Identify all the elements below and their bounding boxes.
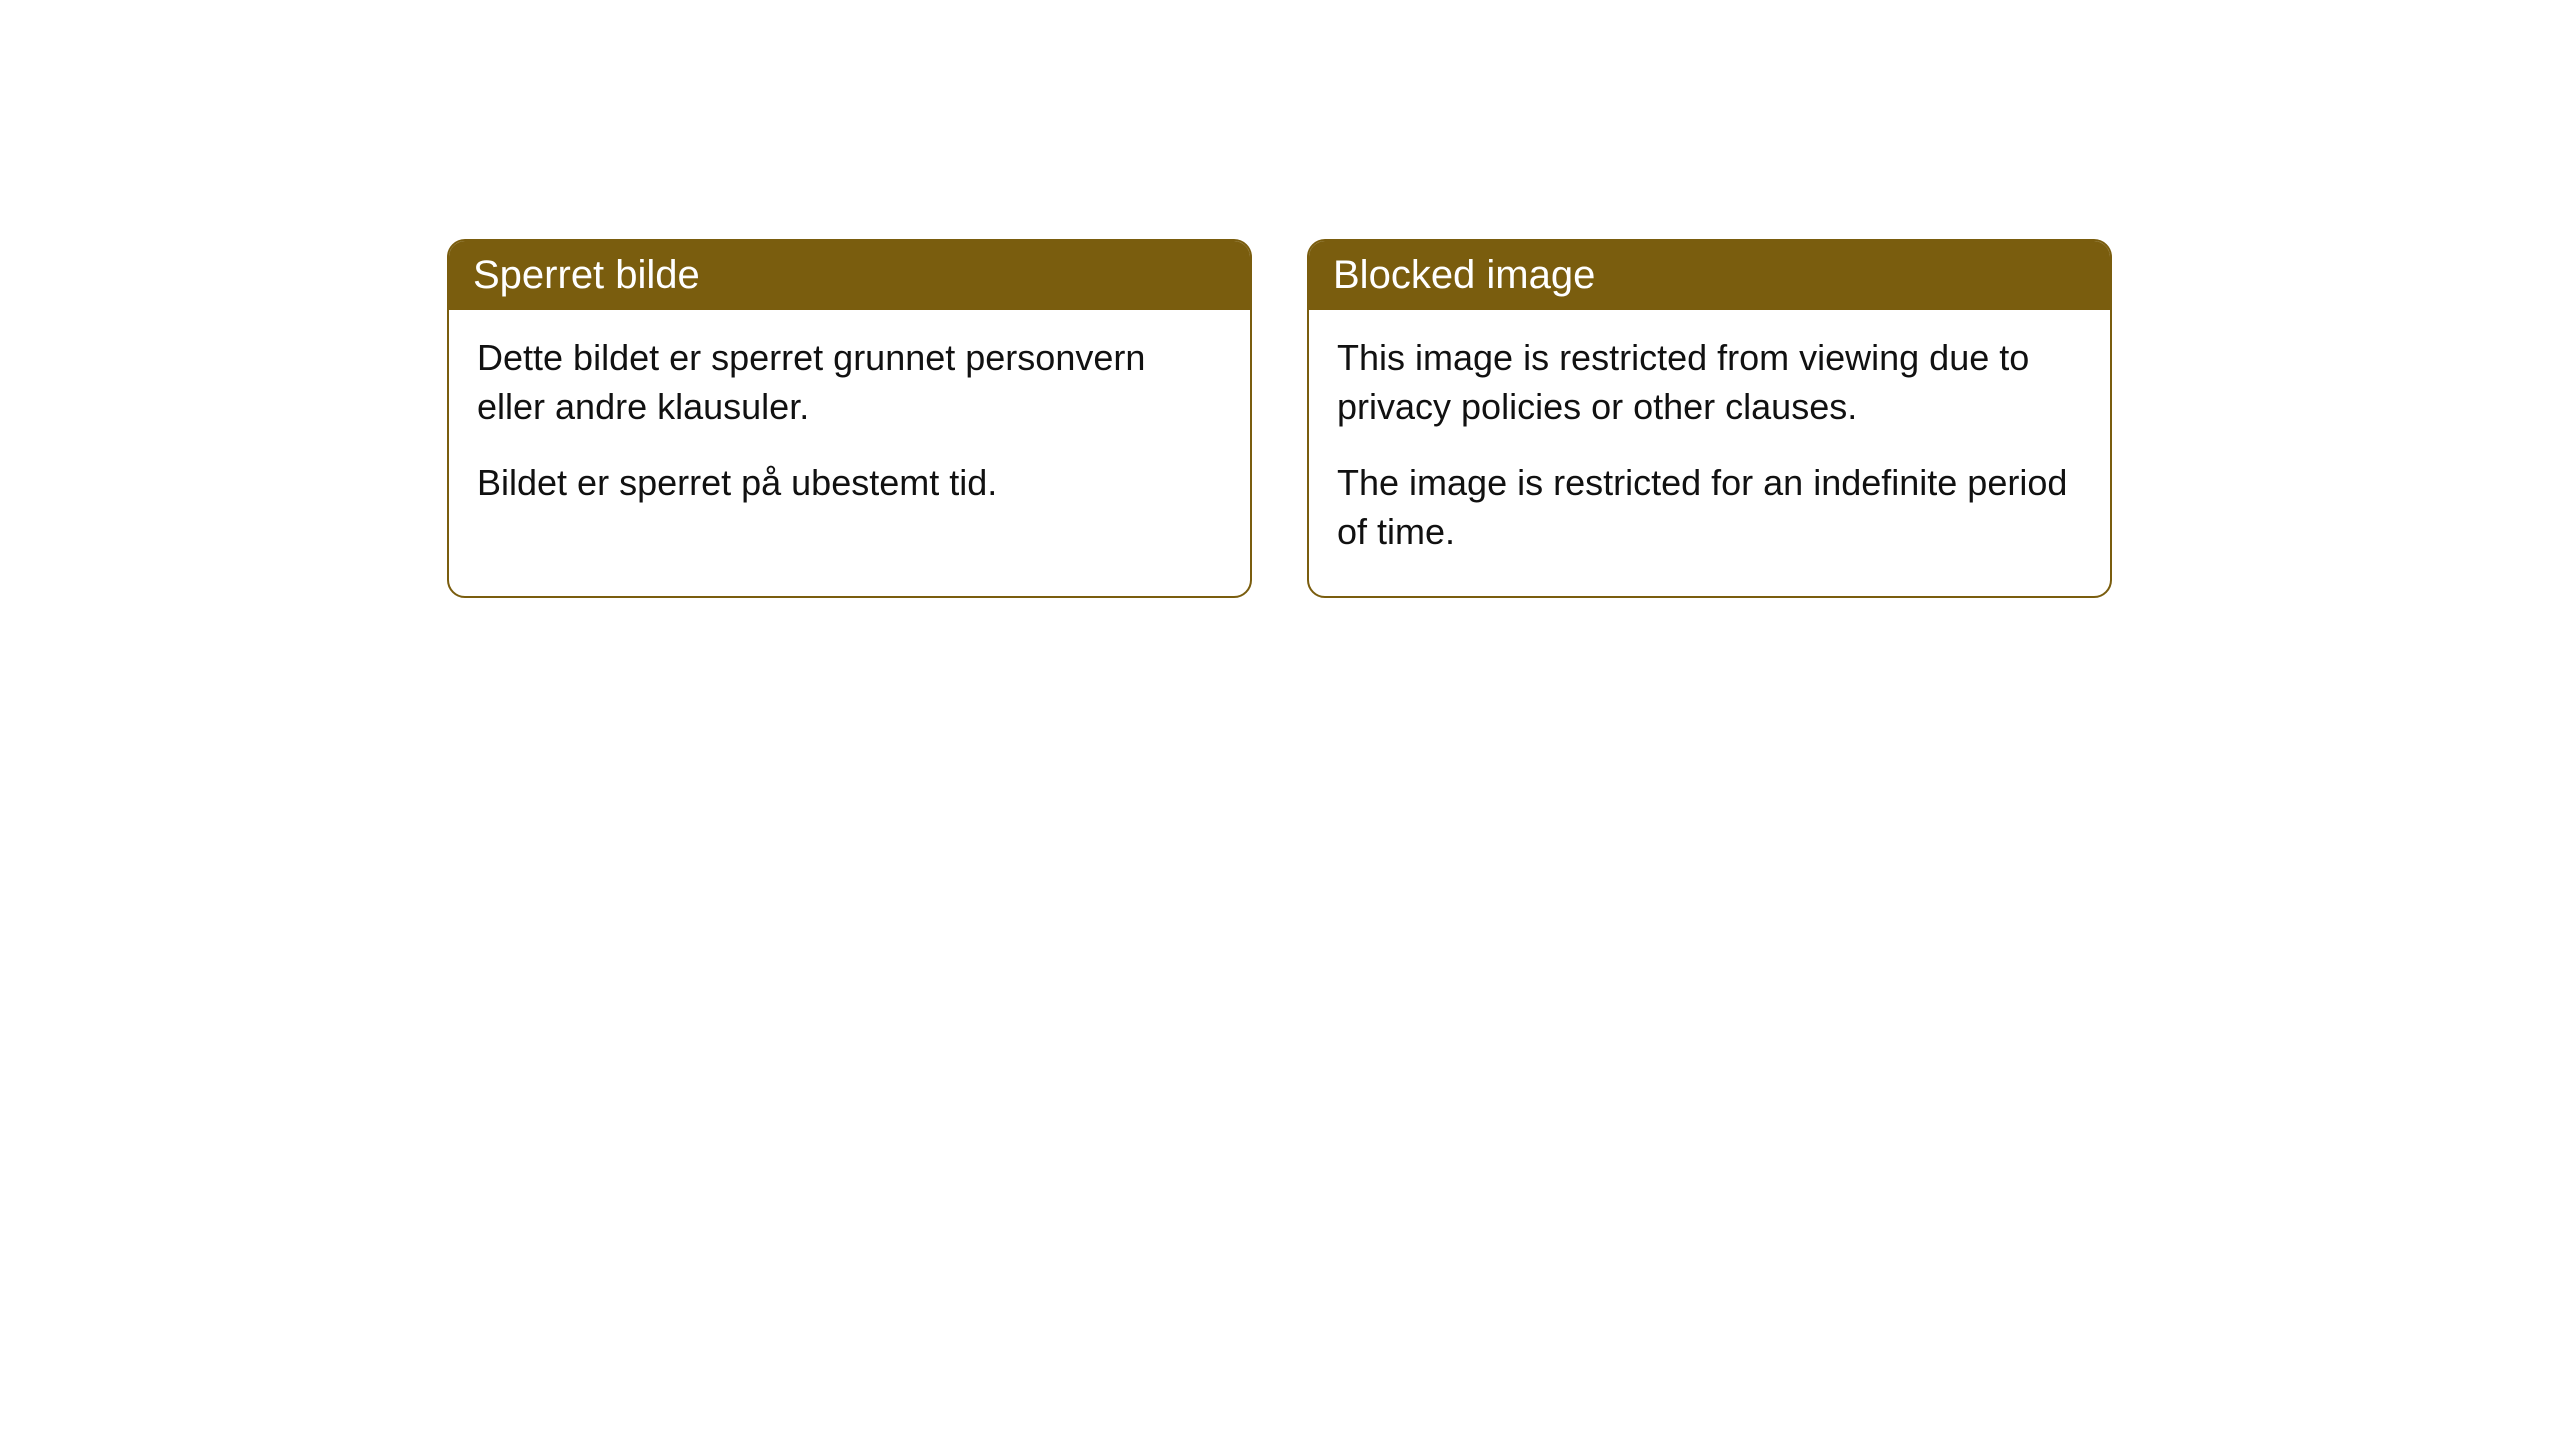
notice-cards-container: Sperret bilde Dette bildet er sperret gr…	[447, 239, 2112, 598]
card-title: Sperret bilde	[473, 253, 700, 297]
card-header: Blocked image	[1309, 241, 2110, 310]
card-paragraph: Dette bildet er sperret grunnet personve…	[477, 334, 1222, 431]
card-title: Blocked image	[1333, 253, 1595, 297]
notice-card-english: Blocked image This image is restricted f…	[1307, 239, 2112, 598]
notice-card-norwegian: Sperret bilde Dette bildet er sperret gr…	[447, 239, 1252, 598]
card-paragraph: Bildet er sperret på ubestemt tid.	[477, 459, 1222, 508]
card-body: This image is restricted from viewing du…	[1309, 310, 2110, 596]
card-paragraph: The image is restricted for an indefinit…	[1337, 459, 2082, 556]
card-paragraph: This image is restricted from viewing du…	[1337, 334, 2082, 431]
card-body: Dette bildet er sperret grunnet personve…	[449, 310, 1250, 548]
card-header: Sperret bilde	[449, 241, 1250, 310]
